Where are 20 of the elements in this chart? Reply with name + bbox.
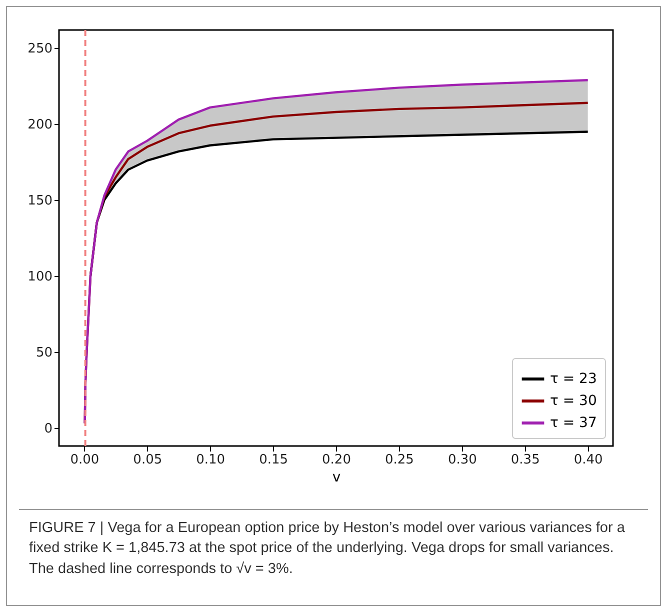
y-tick-label: 150 (28, 194, 52, 209)
caption: FIGURE 7 | Vega for a European option price by Heston’s model over various variances for a fixed strike K = 1,845.73 at the spot price of the underlying. Vega drops for small variances. The dashed line corresponds to √v = 3%. (29, 519, 626, 579)
x-tick-label: 0.20 (322, 452, 351, 468)
y-tick-label: 200 (28, 118, 52, 133)
legend-label: τ = 30 (550, 393, 597, 409)
y-tick-label: 0 (44, 421, 52, 436)
x-tick-label: 0.25 (384, 452, 414, 468)
x-tick-label: 0.05 (133, 452, 162, 468)
x-tick-label: 0.30 (448, 452, 477, 468)
y-tick-label: 250 (28, 42, 52, 57)
x-tick-label: 0.15 (259, 452, 288, 468)
legend-label: τ = 37 (550, 415, 597, 431)
x-tick-label: 0.10 (196, 452, 226, 468)
y-tick-label: 100 (28, 269, 52, 284)
x-tick-label: 0.00 (70, 452, 100, 468)
legend-label: τ = 23 (550, 371, 597, 387)
x-axis-title: v (332, 470, 341, 486)
x-tick-label: 0.40 (574, 452, 603, 468)
x-tick-label: 0.35 (510, 452, 540, 468)
y-tick-label: 50 (36, 345, 52, 360)
